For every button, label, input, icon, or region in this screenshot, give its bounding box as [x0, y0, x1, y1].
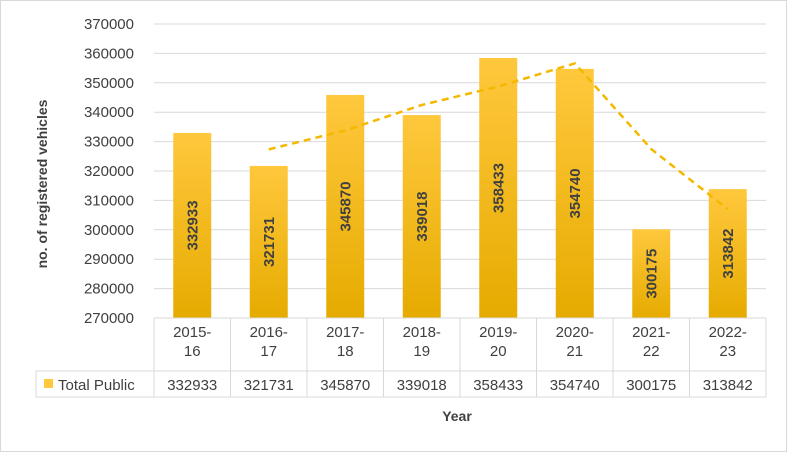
x-category-label: 2021-	[632, 324, 670, 341]
trendline-path	[268, 61, 729, 211]
y-axis-ticks: 270000 280000 290000 300000 310000 320000 3300…	[84, 16, 134, 327]
bar	[249, 165, 288, 318]
y-tick-label: 290000	[84, 251, 134, 268]
table-value: 358433	[473, 377, 523, 394]
y-tick-label: 310000	[84, 192, 134, 209]
y-tick-label: 350000	[84, 75, 134, 92]
data-label: 332933	[184, 200, 201, 250]
bars	[173, 58, 747, 318]
data-label: 313842	[720, 229, 737, 279]
bar	[632, 229, 671, 318]
table-value: 321731	[244, 377, 294, 394]
table-value: 313842	[703, 377, 753, 394]
x-category-label: 2018-	[403, 324, 441, 341]
x-category-label: 20	[490, 343, 507, 360]
bar	[326, 94, 365, 318]
legend-label: Total Public	[58, 377, 135, 394]
y-tick-label: 340000	[84, 104, 134, 121]
bar	[402, 115, 441, 318]
data-label: 321731	[261, 217, 278, 267]
y-tick-label: 360000	[84, 45, 134, 62]
x-category-label: 2019-	[479, 324, 517, 341]
data-label: 358433	[490, 163, 507, 213]
x-category-label: 2015-	[173, 324, 211, 341]
table-value: 345870	[320, 377, 370, 394]
legend-swatch	[44, 379, 53, 388]
gridlines	[154, 23, 766, 319]
x-category-label: 2017-	[326, 324, 364, 341]
table-value: 332933	[167, 377, 217, 394]
y-tick-label: 330000	[84, 134, 134, 151]
data-label: 345870	[337, 181, 354, 231]
trendline	[268, 61, 729, 211]
data-label: 300175	[643, 249, 660, 299]
bar	[555, 68, 594, 318]
x-category-label: 21	[566, 343, 583, 360]
x-category-label: 2022-	[709, 324, 747, 341]
y-tick-label: 280000	[84, 281, 134, 298]
y-tick-label: 370000	[84, 16, 134, 33]
x-category-label: 17	[260, 343, 277, 360]
bar	[173, 132, 212, 318]
y-tick-label: 270000	[84, 310, 134, 327]
y-axis-title: no. of registered vehicles	[34, 99, 50, 268]
bar	[708, 189, 747, 318]
data-label: 354740	[567, 168, 584, 218]
x-axis-title: Year	[442, 408, 472, 424]
table-value: 300175	[626, 377, 676, 394]
table-value: 354740	[550, 377, 600, 394]
data-labels: 332933 321731 345870 339018 358433 354740 3001…	[184, 163, 737, 299]
x-category-label: 2020-	[556, 324, 594, 341]
data-label: 339018	[414, 192, 431, 242]
x-category-label: 23	[719, 343, 736, 360]
x-category-label: 22	[643, 343, 660, 360]
x-category-label: 19	[413, 343, 430, 360]
x-category-label: 18	[337, 343, 354, 360]
y-tick-label: 320000	[84, 163, 134, 180]
data-table: 2015- 16 332933 2016- 17 321731 2017- 18 345870 2…	[35, 317, 767, 398]
bar	[479, 58, 518, 318]
x-category-label: 2016-	[250, 324, 288, 341]
x-category-label: 16	[184, 343, 201, 360]
table-value: 339018	[397, 377, 447, 394]
y-tick-label: 300000	[84, 222, 134, 239]
